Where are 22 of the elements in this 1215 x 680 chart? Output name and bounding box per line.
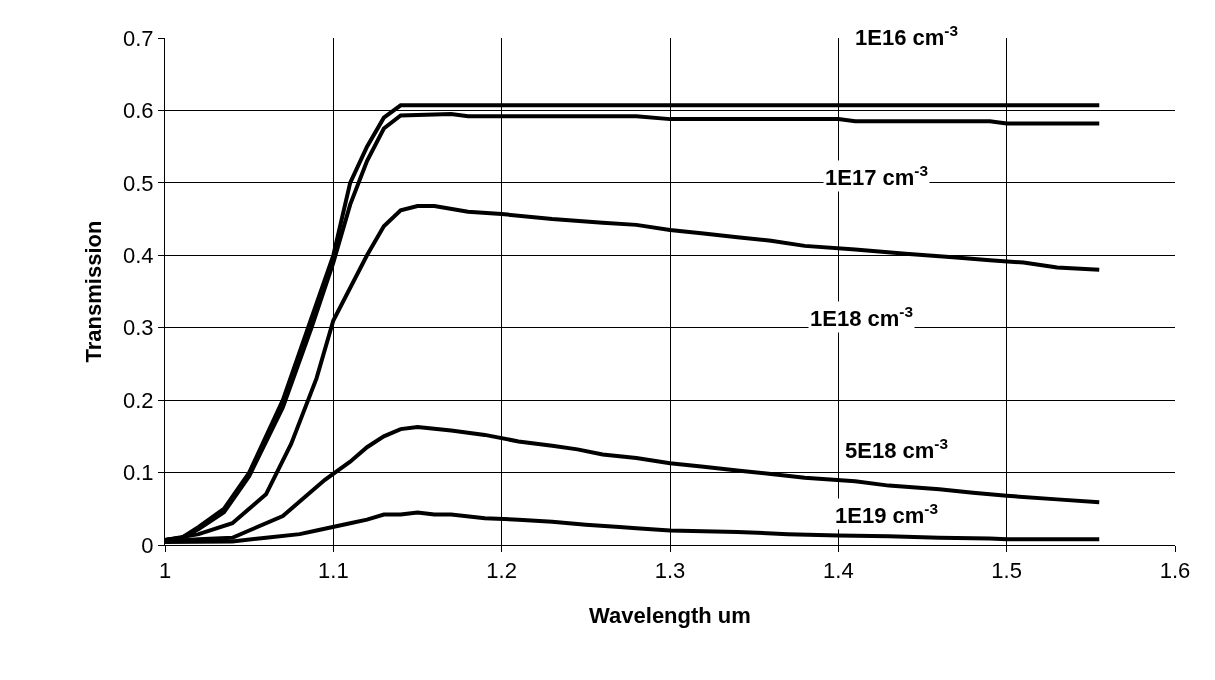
- y-tick-label: 0.3: [123, 315, 154, 341]
- y-tick-label: 0.6: [123, 98, 154, 124]
- x-axis-title: Wavelength um: [589, 603, 751, 629]
- y-tick-label: 0.1: [123, 460, 154, 486]
- x-tick-label: 1: [158, 558, 172, 584]
- y-tick-label: 0.5: [123, 170, 154, 196]
- y-tick-label: 0.2: [123, 387, 154, 413]
- series-label: 5E18 cm$^{-3}$: [845, 435, 948, 464]
- x-tick-label: 1.4: [823, 558, 854, 584]
- y-tick-label: 0.7: [123, 25, 154, 51]
- text: 1E18 cm$^{-3}$: [810, 303, 913, 332]
- x-tick-label: 1.3: [654, 558, 686, 584]
- x-tick-label: 1.2: [486, 558, 517, 584]
- text: 1E16 cm$^{-3}$: [855, 22, 958, 51]
- x-tick-label: 1.5: [991, 558, 1022, 584]
- series-label: 1E17 cm$^{-3}$: [825, 162, 928, 191]
- y-tick-label: 0: [141, 532, 154, 558]
- x-tick-label: 1.1: [318, 558, 349, 584]
- y-tick-label: 0.4: [123, 242, 154, 268]
- series-label: 1E19 cm$^{-3}$: [835, 500, 938, 529]
- y-axis-title: Transmission: [80, 220, 106, 363]
- x-tick-label: 1.6: [1159, 558, 1191, 584]
